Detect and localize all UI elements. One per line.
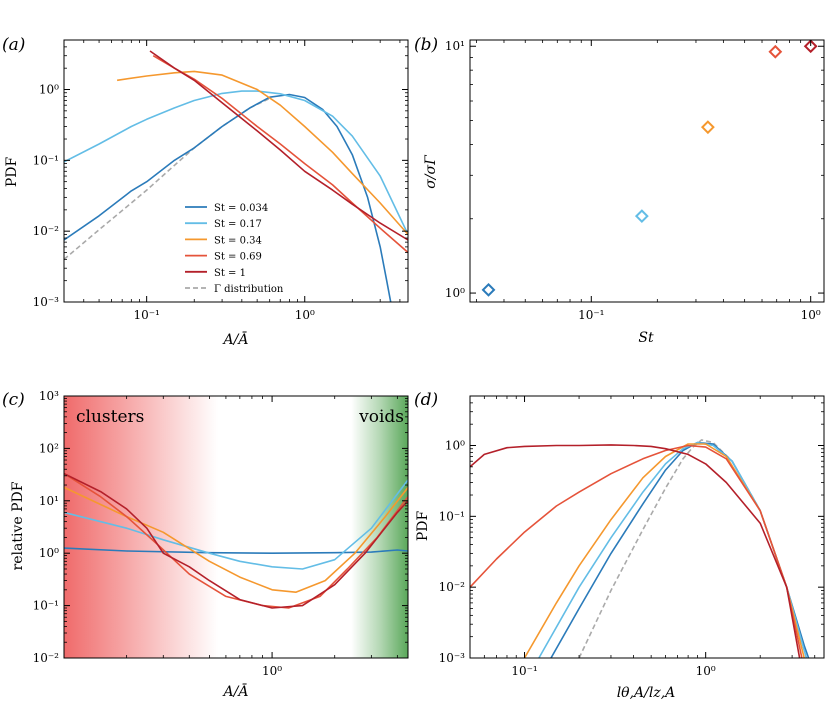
panel-a-ylabel: PDF: [4, 157, 20, 188]
data-point-2: [700, 120, 715, 135]
series-line-St0_034: [64, 93, 392, 302]
panel-b-xlabel: St: [638, 330, 654, 346]
series-line-St1: [470, 444, 801, 658]
legend-label: St = 0.034: [214, 203, 268, 214]
series-line-St1: [64, 472, 408, 609]
y-tick-label: 10¹: [39, 494, 59, 508]
panel-b: 10⁻¹ 10⁰ 10⁰ 10¹ (b) St σ/σΓ: [414, 35, 825, 346]
region-voids: [351, 396, 408, 658]
panel-b-label: (b): [414, 35, 438, 55]
panel-c: clusters voids 10⁰ 10⁻² 10⁻¹ 10⁰ 10¹ 10² 10³ (c…: [2, 389, 409, 700]
region-clusters: [64, 396, 219, 658]
y-tick-label: 10²: [39, 441, 59, 455]
y-tick-label: 10⁻¹: [33, 599, 59, 613]
y-tick-label: 10⁻²: [33, 651, 60, 665]
panel-a-xlabel: A/Ā: [222, 330, 249, 348]
series-line-St0_34: [116, 70, 408, 235]
series-line-St0_34: [64, 486, 408, 594]
y-tick-label: 10⁻²: [33, 224, 60, 238]
data-point-3: [768, 44, 783, 59]
panel-d-label: (d): [414, 390, 438, 410]
series-line-St0_34: [523, 443, 805, 658]
series-line-St0_17: [538, 441, 808, 658]
x-tick-label: 10⁻¹: [511, 664, 537, 678]
x-tick-label: 10⁰: [295, 308, 315, 322]
panel-c-frame: [63, 395, 409, 659]
panel-a-legend: St = 0.034 St = 0.17 St = 0.34 St = 0.69 St …: [185, 203, 284, 295]
data-point-0: [481, 282, 496, 297]
panel-b-ylabel: σ/σΓ: [423, 154, 439, 189]
panel-d-frame: [469, 395, 825, 659]
data-point-1: [634, 209, 649, 224]
panel-a: 10⁻¹ 10⁰ 10⁻³ 10⁻² 10⁻¹ 10⁰ (a) A/Ā PDF St = …: [2, 35, 409, 348]
legend-label: St = 0.17: [214, 219, 262, 230]
x-tick-label: 10⁰: [801, 308, 821, 322]
panel-d: 10⁻¹ 10⁰ 10⁻³ 10⁻² 10⁻¹ 10⁰ (d) lθ,A/lz,A PDF: [414, 390, 825, 701]
panel-c-ylabel: relative PDF: [10, 481, 26, 570]
series-line-St0_17: [64, 90, 408, 235]
y-tick-label: 10⁻¹: [439, 509, 465, 523]
y-tick-label: 10⁻³: [439, 651, 466, 665]
panel-c-label: (c): [2, 390, 25, 410]
y-tick-label: 10⁻¹: [33, 153, 59, 167]
legend-label: St = 0.34: [214, 235, 262, 246]
panel-a-label: (a): [2, 35, 25, 55]
region-label-clusters: clusters: [76, 407, 144, 427]
y-tick-label: 10⁰: [445, 439, 465, 453]
y-tick-label: 10⁻³: [33, 295, 60, 309]
x-tick-label: 10⁻¹: [133, 308, 159, 322]
panel-c-xlabel: A/Ā: [222, 682, 249, 700]
series-line-St1: [149, 50, 408, 241]
y-tick-label: 10¹: [445, 39, 465, 53]
data-point-4: [803, 39, 818, 54]
panel-d-ylabel: PDF: [415, 511, 431, 542]
x-tick-label: 10⁻¹: [578, 308, 604, 322]
panel-b-frame: [469, 39, 825, 303]
series-line-St0_69: [470, 444, 803, 658]
region-label-voids: voids: [358, 407, 404, 427]
y-tick-label: 10⁰: [445, 286, 465, 300]
x-tick-label: 10⁰: [696, 664, 716, 678]
y-tick-label: 10³: [39, 389, 59, 403]
y-tick-label: 10⁻²: [439, 580, 466, 594]
y-tick-label: 10⁰: [39, 546, 59, 560]
legend-label: Γ distribution: [214, 284, 284, 295]
x-tick-label: 10⁰: [262, 664, 282, 678]
series-line-St0_034: [64, 547, 408, 555]
legend-label: St = 1: [214, 268, 246, 279]
legend-label: St = 0.69: [214, 252, 262, 263]
y-tick-label: 10⁰: [39, 83, 59, 97]
panel-d-xlabel: lθ,A/lz,A: [617, 685, 676, 701]
panel-a-frame: [63, 39, 409, 303]
